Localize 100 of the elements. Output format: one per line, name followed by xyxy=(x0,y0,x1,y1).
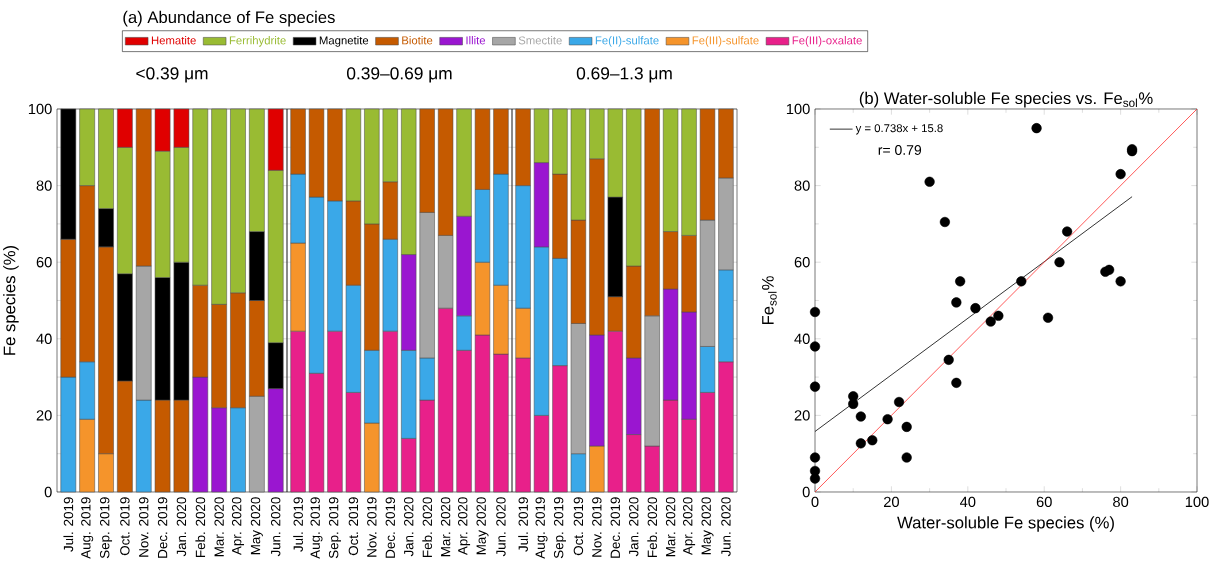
point xyxy=(809,306,821,318)
y-tick-label: 0 xyxy=(802,486,810,498)
x-tick-label: May 2020 xyxy=(250,497,263,555)
point xyxy=(970,303,981,314)
chart-subtitle: 0.69–1.3 μm xyxy=(576,67,672,83)
x-tick-label: Apr. 2020 xyxy=(683,497,696,556)
x-tick-label: May 2020 xyxy=(701,497,714,555)
x-tick-label: Nov. 2019 xyxy=(139,497,149,557)
y-tick-label: 100 xyxy=(786,103,810,115)
chart-subtitle: <0.39 μm xyxy=(136,67,208,83)
legend-label: Fe(II)-sulfate xyxy=(595,36,659,47)
point xyxy=(882,414,893,425)
chart-subtitle: 0.39–0.69 μm xyxy=(347,67,452,83)
y-tick-label: 0 xyxy=(44,486,52,498)
x-tick-label: Mar. 2020 xyxy=(214,497,224,557)
y-tick-label: 60 xyxy=(794,257,810,268)
x-tick-label: Jul. 2019 xyxy=(518,497,528,552)
y-axis-title: Fe$_{sol}$% xyxy=(762,276,777,325)
legend-label: Magnetite xyxy=(319,36,369,47)
point xyxy=(809,452,821,463)
point xyxy=(1016,276,1027,287)
point xyxy=(1054,257,1065,268)
x-tick-label: 80 xyxy=(1113,496,1129,508)
x-tick-label: Apr. 2020 xyxy=(458,497,471,556)
point xyxy=(901,421,912,432)
x-tick-label: Nov. 2019 xyxy=(592,497,602,557)
x-tick-label: Dec. 2019 xyxy=(610,497,620,558)
x-tick-label: Jun. 2020 xyxy=(270,497,281,557)
x-tick-label: Dec. 2019 xyxy=(157,497,168,558)
y-tick-label: 20 xyxy=(794,410,810,421)
y-tick-label: 40 xyxy=(36,333,52,344)
x-tick-label: Oct. 2019 xyxy=(573,497,584,556)
point xyxy=(809,381,821,392)
legend-label: Fe(III)-sulfate xyxy=(692,36,759,47)
point xyxy=(924,176,935,187)
x-tick-label: 0 xyxy=(811,496,819,508)
point xyxy=(943,354,954,365)
x-tick-label: Jun. 2020 xyxy=(721,497,731,557)
legend-label: Biotite xyxy=(402,36,433,45)
x-tick-label: Mar. 2020 xyxy=(440,497,451,557)
x-tick-label: Dec. 2019 xyxy=(385,497,395,558)
point xyxy=(993,310,1004,321)
chart-title: (a) Abundance of Fe species xyxy=(123,10,335,27)
x-tick-label: Feb. 2020 xyxy=(195,497,206,557)
x-tick-label: 20 xyxy=(883,496,899,508)
point xyxy=(1104,264,1115,275)
point xyxy=(985,316,996,327)
point xyxy=(1031,123,1042,134)
x-tick-label: Feb. 2020 xyxy=(647,497,658,557)
y-axis-title: Fe species (%) xyxy=(3,245,19,355)
point xyxy=(955,276,966,287)
legend-label: Fe(III)-oxalate xyxy=(792,36,862,47)
x-tick-label: Jan. 2020 xyxy=(404,497,414,557)
chart-title: (b) Water-soluble Fe species vs. Fe$_{sol}$% xyxy=(859,91,1153,108)
x-tick-label: 60 xyxy=(1036,496,1052,508)
x-tick-label: Sep. 2019 xyxy=(553,497,566,559)
x-tick-label: Aug. 2019 xyxy=(81,497,94,559)
x-tick-label: May 2020 xyxy=(476,497,489,555)
x-tick-label: 40 xyxy=(959,496,976,508)
x-tick-label: Nov. 2019 xyxy=(367,497,377,557)
x-tick-label: Sep. 2019 xyxy=(99,497,113,559)
point xyxy=(1042,312,1054,323)
legend-label: Hematite xyxy=(151,36,196,45)
y-tick-label: 60 xyxy=(36,257,52,268)
legend-label: Ferrihydrite xyxy=(229,36,286,47)
point xyxy=(867,435,878,446)
x-tick-label: Jan. 2020 xyxy=(176,497,187,557)
x-tick-label: Jun. 2020 xyxy=(496,497,506,557)
point xyxy=(809,473,821,484)
point xyxy=(901,452,912,463)
point xyxy=(1115,169,1126,180)
point xyxy=(1062,226,1073,237)
x-tick-label: Apr. 2020 xyxy=(231,497,245,556)
x-axis-title: Water-soluble Fe species (%) xyxy=(897,516,1114,532)
x-tick-label: Oct. 2019 xyxy=(348,497,359,556)
x-tick-label: Aug. 2019 xyxy=(310,497,323,559)
point xyxy=(951,377,962,388)
x-tick-label: Jul. 2019 xyxy=(293,497,303,552)
legend-label: y = 0.738x + 15.8 xyxy=(855,124,943,135)
x-tick-label: Jul. 2019 xyxy=(63,497,74,552)
legend-label: Smectite xyxy=(518,36,562,45)
x-tick-label: Sep. 2019 xyxy=(328,497,341,559)
y-tick-label: 100 xyxy=(28,103,52,115)
point xyxy=(951,297,962,308)
point xyxy=(893,396,905,408)
legend-label: Illite xyxy=(466,36,486,45)
point xyxy=(855,438,866,449)
x-tick-label: Feb. 2020 xyxy=(422,497,433,557)
x-tick-label: Mar. 2020 xyxy=(665,497,676,557)
point xyxy=(809,341,821,352)
x-tick-label: Oct. 2019 xyxy=(120,497,130,556)
annotation: r= 0.79 xyxy=(878,145,922,155)
point xyxy=(1115,276,1126,287)
y-tick-label: 80 xyxy=(794,180,810,191)
y-tick-label: 40 xyxy=(794,333,810,344)
x-tick-label: 100 xyxy=(1185,496,1209,508)
y-tick-label: 20 xyxy=(36,410,52,421)
x-tick-label: Aug. 2019 xyxy=(535,497,548,559)
point xyxy=(939,216,950,228)
y-tick-label: 80 xyxy=(36,180,52,191)
